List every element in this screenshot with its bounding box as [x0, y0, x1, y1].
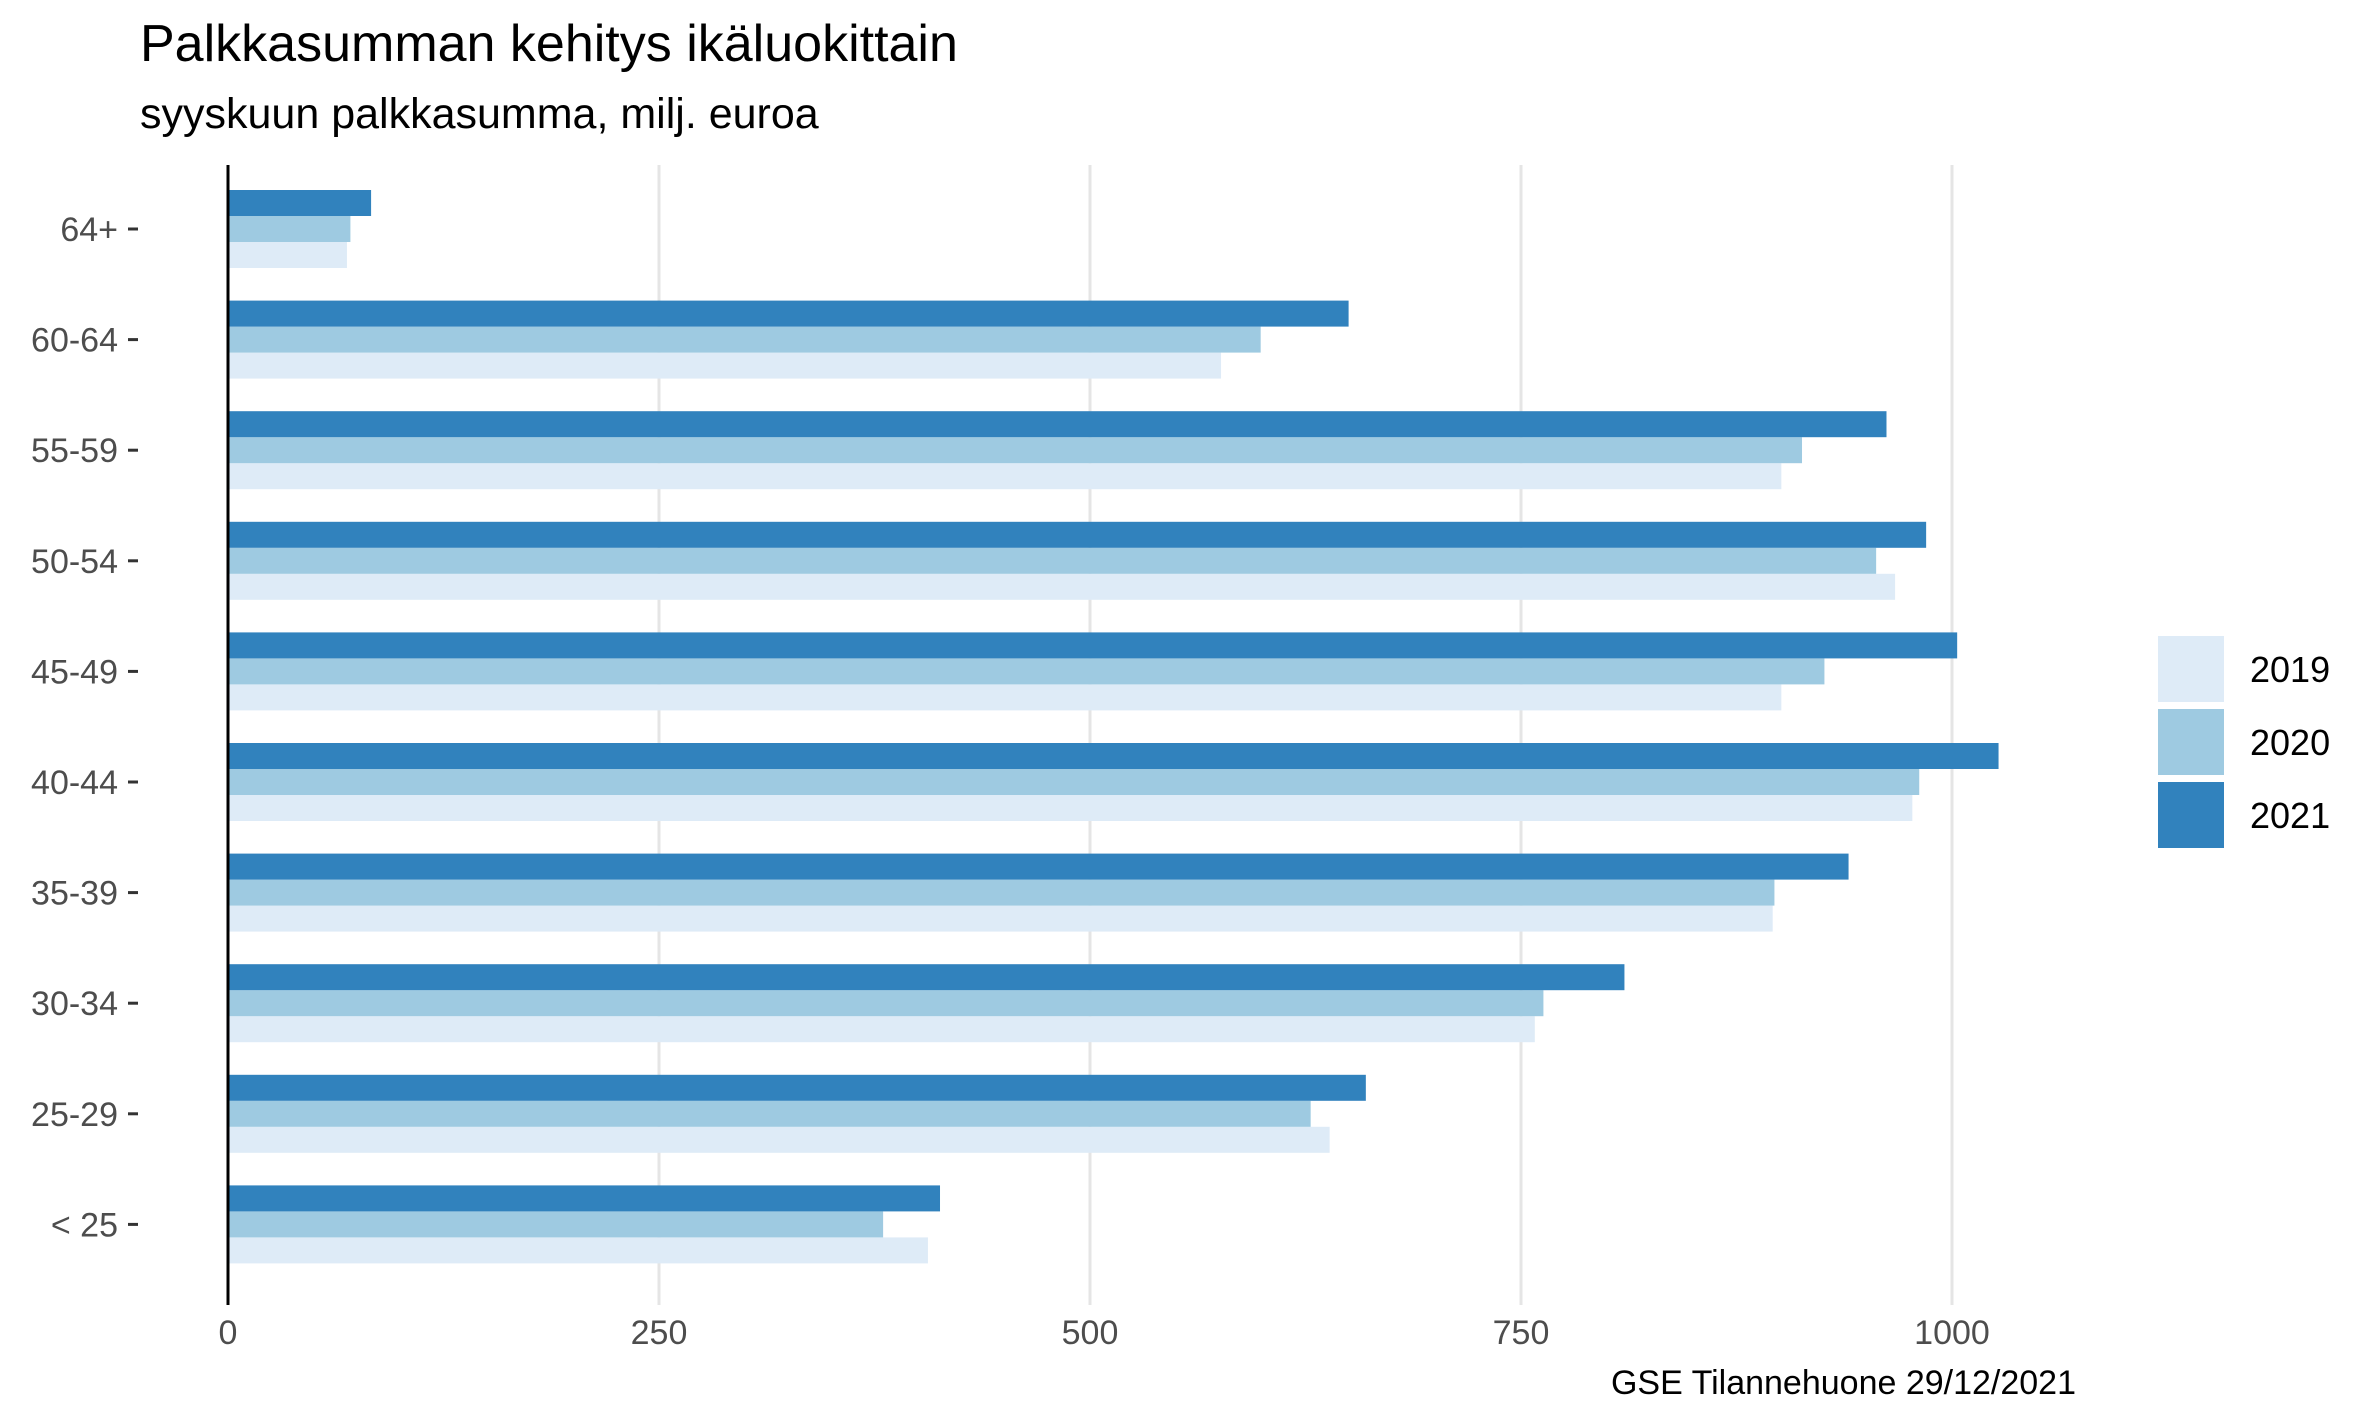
legend-key-2021 [2158, 782, 2224, 848]
legend-label-2019: 2019 [2250, 649, 2330, 690]
x-tick-label: 750 [1493, 1314, 1550, 1352]
legend-label-2020: 2020 [2250, 722, 2330, 763]
bar-3539-2020 [228, 879, 1775, 906]
bar-2529-2019 [228, 1126, 1330, 1153]
bar-4044-2021 [228, 743, 1999, 769]
y-tick-label: 64+ [60, 211, 118, 249]
bar-64+-2021 [228, 190, 372, 216]
legend-key-2019 [2158, 636, 2224, 702]
bar-<25-2021 [228, 1185, 941, 1212]
bar-4549-2020 [228, 658, 1825, 685]
y-tick-label: 60-64 [31, 322, 118, 360]
bars [228, 190, 1999, 1264]
bar-5559-2021 [228, 411, 1887, 438]
legend-label-2021: 2021 [2250, 795, 2330, 836]
y-tick-label: 25-29 [31, 1096, 118, 1134]
bar-5054-2020 [228, 547, 1877, 574]
bar-64+-2019 [228, 242, 347, 268]
bar-6064-2020 [228, 326, 1261, 353]
chart-subtitle: syyskuun palkkasumma, milj. euroa [140, 90, 819, 138]
bar-3034-2020 [228, 990, 1544, 1017]
y-tick-label: 40-44 [31, 764, 118, 802]
bar-2529-2020 [228, 1100, 1311, 1127]
axes: 64+ 60-64 55-59 50-54 45-49 40-44 35-39 30-34 25… [31, 165, 1990, 1352]
x-tick-label: 0 [219, 1314, 238, 1352]
legend: 2019 2020 2021 [2158, 636, 2330, 848]
bar-5559-2020 [228, 437, 1803, 464]
bar-3539-2019 [228, 905, 1773, 932]
bar-5559-2019 [228, 463, 1782, 490]
chart-caption: GSE Tilannehuone 29/12/2021 [1610, 1364, 2076, 1402]
bar-64+-2020 [228, 216, 351, 242]
y-tick-label: 35-39 [31, 875, 118, 913]
bar-6064-2019 [228, 352, 1222, 379]
legend-key-2020 [2158, 709, 2224, 775]
bar-5054-2021 [228, 521, 1927, 548]
y-tick-label: < 25 [51, 1206, 118, 1244]
bar-3034-2021 [228, 964, 1625, 991]
y-tick-label: 30-34 [31, 985, 118, 1023]
bar-3034-2019 [228, 1016, 1535, 1043]
chart-title: Palkkasumman kehitys ikäluokittain [140, 15, 958, 73]
x-tick-label: 1000 [1914, 1314, 1990, 1352]
bar-2529-2021 [228, 1074, 1366, 1101]
y-tick-label: 45-49 [31, 653, 118, 691]
x-tick-label: 250 [631, 1314, 688, 1352]
y-tick-label: 50-54 [31, 543, 118, 581]
bar-6064-2021 [228, 300, 1349, 327]
x-tick-label: 500 [1062, 1314, 1119, 1352]
bar-4044-2019 [228, 795, 1913, 821]
bar-3539-2021 [228, 853, 1849, 880]
bar-5054-2019 [228, 573, 1896, 600]
bar-<25-2019 [228, 1237, 928, 1264]
bar-<25-2020 [228, 1211, 884, 1238]
bar-4044-2020 [228, 769, 1920, 795]
bar-4549-2019 [228, 684, 1782, 711]
y-tick-label: 55-59 [31, 432, 118, 470]
bar-4549-2021 [228, 632, 1958, 659]
